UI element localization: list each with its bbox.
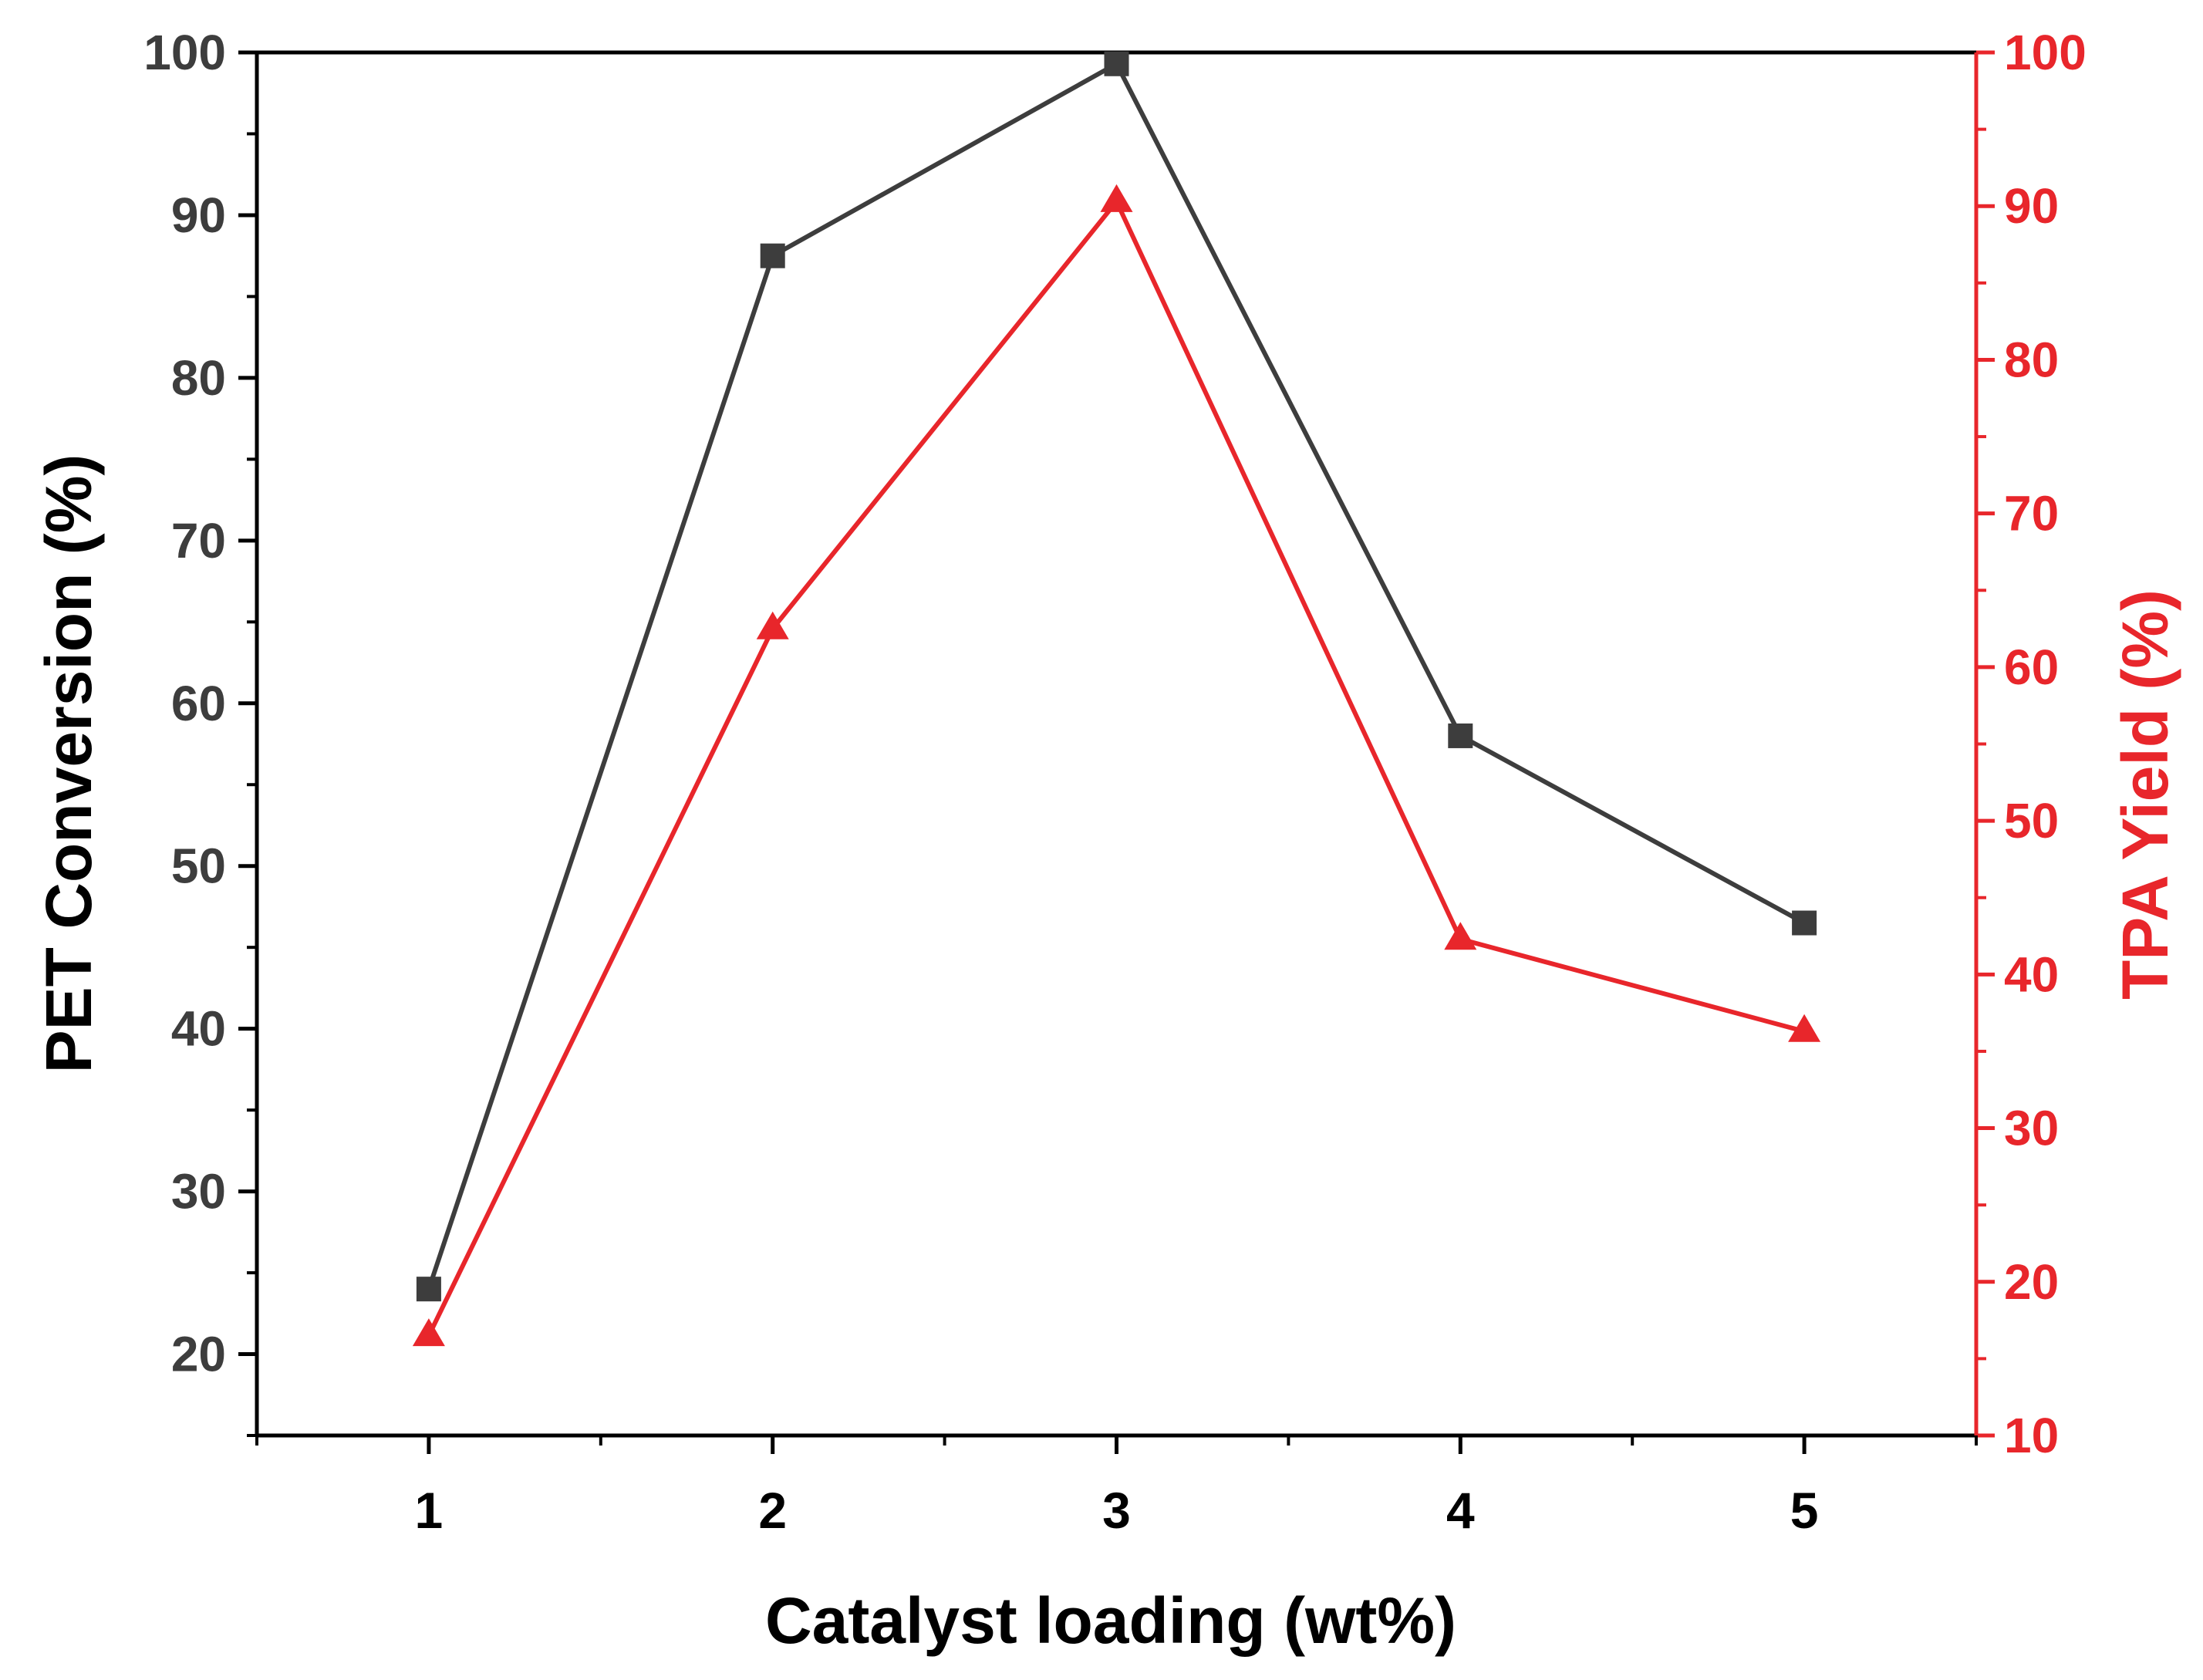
x-tick-label: 1 bbox=[415, 1482, 444, 1539]
right-tick-label: 80 bbox=[2004, 332, 2059, 387]
tpa-yield-line bbox=[427, 197, 1805, 1337]
tpa-yield-point bbox=[412, 1318, 445, 1347]
right-tick-label: 20 bbox=[2004, 1254, 2059, 1310]
pet-conversion-point bbox=[416, 1277, 441, 1302]
left-axis-title: PET Conversion (%) bbox=[32, 454, 105, 1074]
left-tick-label: 30 bbox=[171, 1164, 226, 1220]
left-tick-label: 20 bbox=[171, 1327, 226, 1382]
left-tick-label: 90 bbox=[171, 187, 226, 243]
left-tick-label: 50 bbox=[171, 838, 226, 894]
pet-conversion-point bbox=[1792, 910, 1817, 936]
left-tick-label: 100 bbox=[143, 25, 226, 80]
tpa-yield-point bbox=[1788, 1014, 1821, 1042]
x-tick-label: 4 bbox=[1446, 1482, 1475, 1539]
right-tick-label: 60 bbox=[2004, 639, 2059, 695]
x-tick-label: 2 bbox=[758, 1482, 787, 1539]
right-tick-label: 50 bbox=[2004, 793, 2059, 848]
tpa-yield-point bbox=[756, 611, 789, 639]
x-axis-title: Catalyst loading (wt%) bbox=[765, 1584, 1456, 1657]
pet-conversion-point bbox=[1104, 51, 1129, 76]
x-tick-label: 5 bbox=[1790, 1482, 1819, 1539]
left-tick-label: 80 bbox=[171, 350, 226, 406]
pet-conversion-line bbox=[427, 60, 1806, 1290]
pet-conversion-point bbox=[760, 243, 785, 268]
pet-conversion-point bbox=[1448, 723, 1473, 748]
right-tick-label: 10 bbox=[2004, 1408, 2059, 1463]
x-tick-label: 3 bbox=[1102, 1482, 1131, 1539]
tpa-yield-point bbox=[1444, 922, 1477, 950]
right-tick-label: 70 bbox=[2004, 486, 2059, 541]
right-axis-title: TPA Yield (%) bbox=[2109, 589, 2181, 1000]
tpa-yield-point bbox=[1100, 184, 1133, 212]
right-tick-label: 90 bbox=[2004, 178, 2059, 234]
right-tick-label: 40 bbox=[2004, 946, 2059, 1002]
right-tick-label: 100 bbox=[2004, 25, 2087, 80]
left-tick-label: 60 bbox=[171, 676, 226, 731]
left-tick-label: 40 bbox=[171, 1001, 226, 1057]
left-tick-label: 70 bbox=[171, 513, 226, 568]
right-tick-label: 30 bbox=[2004, 1101, 2059, 1156]
